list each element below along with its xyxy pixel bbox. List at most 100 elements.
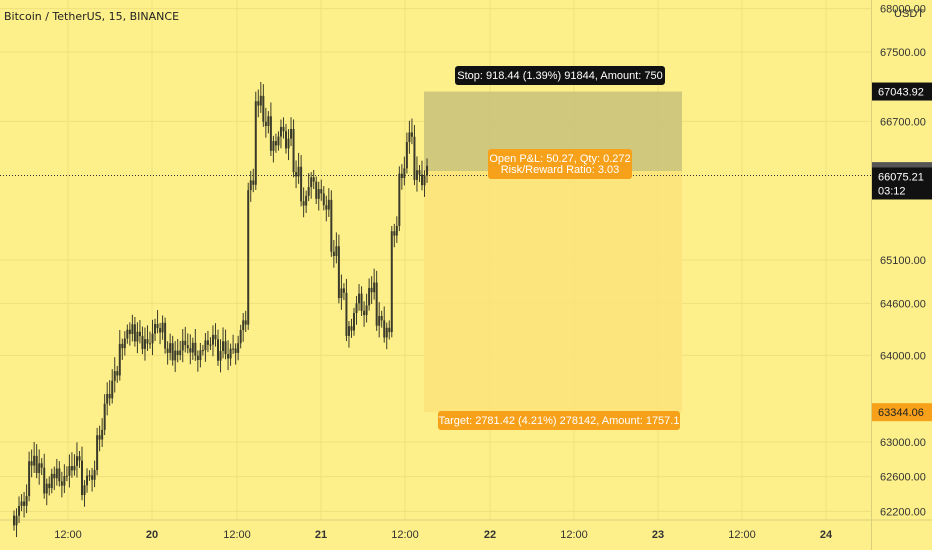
candle-body-43-1 <box>340 288 343 299</box>
candle-body-2-0 <box>28 461 31 497</box>
candle-body-27-1 <box>219 351 222 361</box>
candle-body-1-2 <box>25 496 28 506</box>
candle-body-12-0 <box>103 403 106 430</box>
candle-body-40-2 <box>320 189 323 194</box>
candle-body-45-0 <box>353 313 355 331</box>
candle-body-46-1 <box>363 310 366 316</box>
candle-body-30-0 <box>239 330 242 344</box>
candle-body-35-1 <box>279 126 282 137</box>
x-tick-label-2: 12:00 <box>223 529 251 541</box>
x-tick-label-3: 21 <box>315 529 327 541</box>
y-tick-label-3: 65100.00 <box>880 255 926 267</box>
candle-body-33-2 <box>267 116 270 127</box>
candle-body-3-0 <box>35 455 38 474</box>
price-axis[interactable]: USDT <box>871 0 932 550</box>
price-unit: USDT <box>894 8 924 20</box>
candle-body-14-1 <box>121 343 124 349</box>
candle-body-24-0 <box>194 342 197 356</box>
candle-body-16-1 <box>136 331 139 342</box>
candle-body-9-2 <box>86 475 89 486</box>
candle-body-9-1 <box>83 485 86 496</box>
candle-body-6-1 <box>60 481 63 486</box>
x-tick-label-0: 12:00 <box>54 529 82 541</box>
candle-body-47-0 <box>368 287 371 306</box>
candle-body-13-2 <box>116 371 119 376</box>
candle-body-20-2 <box>169 343 172 353</box>
candle-body-5-2 <box>55 468 58 479</box>
candle-body-16-2 <box>138 331 141 337</box>
candle-body-43-2 <box>342 288 345 293</box>
candle-body-18-2 <box>154 323 157 334</box>
candle-body-12-1 <box>106 393 109 404</box>
y-tick-label-5: 64000.00 <box>880 350 926 362</box>
candle-body-18-1 <box>151 333 154 344</box>
candle-body-7-1 <box>68 466 71 476</box>
candle-body-48-0 <box>375 282 378 326</box>
candle-body-8-1 <box>75 456 78 466</box>
candle-body-45-2 <box>358 293 361 304</box>
candle-body-51-0 <box>398 173 401 226</box>
current-price-tag-text: 66075.21 <box>878 171 924 183</box>
candle-body-29-0 <box>232 348 235 350</box>
y-tick-label-6: 63000.00 <box>880 437 926 449</box>
candle-body-9-0 <box>81 460 83 496</box>
candle-body-53-1 <box>415 170 418 180</box>
x-tick-label-6: 12:00 <box>560 529 588 541</box>
candle-body-44-1 <box>347 326 350 336</box>
x-tick-label-5: 22 <box>484 529 496 541</box>
candle-body-21-0 <box>171 343 174 361</box>
candle-body-42-2 <box>335 246 338 257</box>
candle-body-43-0 <box>337 246 340 299</box>
candle-body-54-1 <box>423 175 426 186</box>
candle-body-14-2 <box>123 338 126 349</box>
candle-body-6-0 <box>58 468 61 482</box>
candle-body-39-0 <box>307 187 310 196</box>
candle-body-50-0 <box>390 231 393 333</box>
candle-body-17-2 <box>146 339 149 344</box>
candle-body-34-0 <box>269 116 272 151</box>
candle-body-21-2 <box>176 350 179 355</box>
candle-body-16-0 <box>133 324 136 342</box>
candle-body-17-1 <box>143 339 146 349</box>
candle-body-15-1 <box>128 329 131 335</box>
candle-body-29-1 <box>234 348 237 353</box>
candle-body-22-1 <box>181 340 184 351</box>
candles <box>13 81 429 538</box>
position-zones[interactable] <box>424 91 682 413</box>
candle-body-30-2 <box>244 320 247 325</box>
countdown-tag-text: 03:12 <box>878 185 906 197</box>
candle-body-34-2 <box>274 141 277 146</box>
candle-body-49-2 <box>388 327 391 333</box>
candle-body-12-2 <box>108 393 111 399</box>
candle-body-14-0 <box>118 343 121 376</box>
candle-body-1-1 <box>23 501 26 506</box>
candle-body-44-2 <box>350 326 353 331</box>
x-tick-label-8: 12:00 <box>728 529 756 541</box>
candle-body-26-2 <box>214 334 217 340</box>
stop-price-tag-bg <box>872 82 932 101</box>
target-zone <box>424 171 682 413</box>
candle-body-44-0 <box>345 292 348 336</box>
candle-body-37-2 <box>297 166 300 177</box>
candle-body-4-2 <box>48 483 51 489</box>
y-tick-label-1: 67500.00 <box>880 47 926 59</box>
candle-body-21-1 <box>174 350 177 361</box>
candle-body-4-0 <box>43 467 46 494</box>
candle-body-48-2 <box>380 315 383 321</box>
candle-body-19-0 <box>156 323 159 329</box>
candle-body-49-0 <box>383 320 386 338</box>
target-price-tag-bg <box>872 403 932 422</box>
candle-body-27-2 <box>222 341 225 351</box>
candle-body-36-1 <box>287 138 290 149</box>
candle-body-5-0 <box>50 473 53 489</box>
candle-body-47-1 <box>370 287 373 293</box>
candle-body-28-2 <box>229 348 232 359</box>
x-tick-label-9: 24 <box>820 529 833 541</box>
candle-body-27-0 <box>217 339 219 361</box>
candle-body-32-1 <box>257 101 260 106</box>
candle-body-34-1 <box>272 141 275 151</box>
stop-price-tag-text: 67043.92 <box>878 87 924 99</box>
candle-body-3-1 <box>38 463 41 474</box>
candle-body-28-0 <box>224 341 227 355</box>
